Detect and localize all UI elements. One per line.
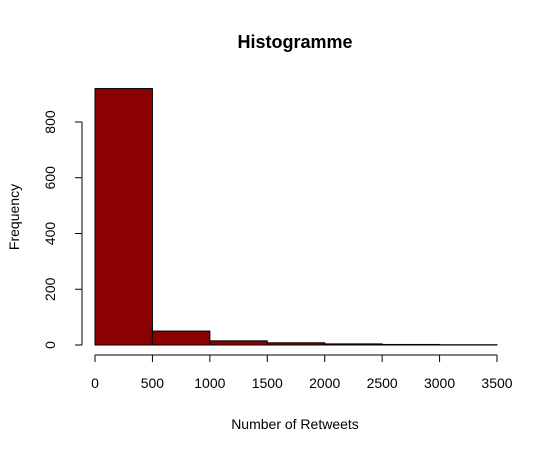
y-tick-label: 600 — [42, 166, 58, 190]
histogram-bar-2 — [209, 340, 268, 346]
y-tick-label: 0 — [42, 341, 58, 349]
histogram-bar-5 — [381, 343, 441, 346]
x-tick-label: 1500 — [252, 375, 283, 391]
x-tick-label: 2500 — [367, 375, 398, 391]
x-tick-label: 3000 — [424, 375, 455, 391]
chart-title: Histogramme — [237, 32, 352, 52]
x-tick-label: 2000 — [309, 375, 340, 391]
bars-group — [94, 88, 498, 346]
y-tick-label: 800 — [42, 110, 58, 134]
y-axis: 0 200 400 600 800 — [42, 110, 83, 349]
x-axis: 0 500 1000 1500 2000 2500 3000 3500 — [91, 354, 513, 391]
histogram-bar-4 — [324, 343, 383, 346]
histogram-bar-1 — [151, 330, 211, 346]
x-tick-label: 500 — [141, 375, 165, 391]
y-axis-label: Frequency — [6, 184, 22, 250]
x-tick-label: 3500 — [481, 375, 512, 391]
histogram-bar-3 — [266, 342, 326, 346]
histogram-bar-0 — [94, 88, 153, 346]
x-axis-label: Number of Retweets — [231, 416, 359, 432]
x-tick-label: 0 — [91, 375, 99, 391]
y-tick-label: 400 — [42, 222, 58, 246]
y-tick-label: 200 — [42, 277, 58, 301]
x-tick-label: 1000 — [194, 375, 225, 391]
